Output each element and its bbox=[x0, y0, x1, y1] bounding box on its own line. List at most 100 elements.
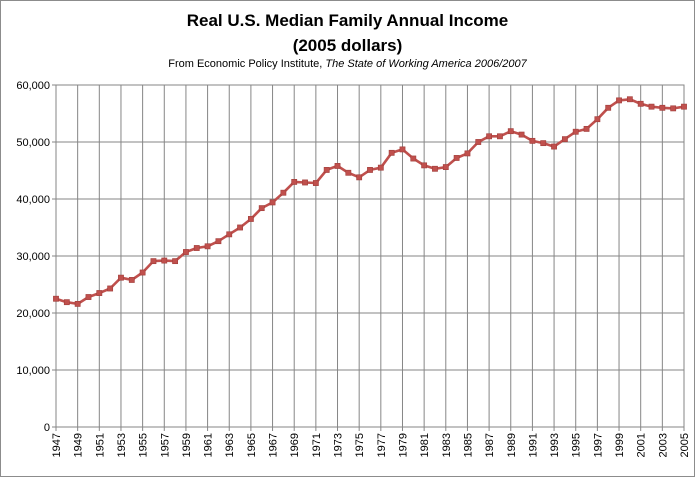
x-tick-label: 1985 bbox=[462, 433, 474, 457]
data-point bbox=[421, 162, 428, 169]
data-point bbox=[63, 299, 70, 306]
x-tick-label: 1991 bbox=[527, 433, 539, 457]
x-tick-label: 2001 bbox=[636, 433, 648, 457]
x-tick-label: 1975 bbox=[354, 433, 366, 457]
data-point bbox=[237, 224, 243, 231]
x-tick-label: 1961 bbox=[203, 433, 215, 457]
x-tick-label: 1957 bbox=[159, 433, 171, 457]
data-point bbox=[551, 143, 557, 150]
data-point bbox=[464, 150, 471, 157]
data-point bbox=[269, 199, 276, 206]
x-tick-label: 1989 bbox=[506, 433, 518, 457]
data-point bbox=[356, 174, 363, 181]
data-point bbox=[637, 100, 644, 107]
data-point bbox=[172, 258, 179, 265]
data-point bbox=[247, 216, 254, 222]
x-tick-label: 1959 bbox=[181, 433, 193, 457]
x-tick-label: 1973 bbox=[333, 433, 345, 457]
subtitle-publication: The State of Working America 2006/2007 bbox=[325, 58, 527, 70]
y-tick-label: 20,000 bbox=[16, 308, 50, 320]
x-tick-label: 1967 bbox=[268, 433, 280, 457]
data-point bbox=[128, 277, 135, 283]
data-point bbox=[291, 179, 298, 185]
chart-subtitle: From Economic Policy Institute, The Stat… bbox=[0, 58, 695, 70]
x-tick-label: 1997 bbox=[592, 433, 604, 457]
x-tick-label: 1955 bbox=[138, 433, 150, 457]
data-point bbox=[561, 136, 568, 143]
y-tick-label: 40,000 bbox=[16, 194, 50, 206]
data-point bbox=[616, 97, 622, 104]
data-point bbox=[345, 169, 352, 176]
x-tick-label: 1979 bbox=[397, 433, 409, 457]
chart-title: Real U.S. Median Family Annual Income bbox=[186, 11, 509, 30]
data-point bbox=[399, 146, 406, 153]
x-tick-label: 1999 bbox=[614, 433, 626, 457]
data-point bbox=[367, 167, 373, 173]
x-tick-label: 1981 bbox=[419, 433, 431, 457]
x-tick-label: 1987 bbox=[484, 433, 496, 457]
x-tick-label: 1983 bbox=[441, 433, 453, 457]
data-point bbox=[107, 285, 114, 292]
data-point bbox=[648, 103, 655, 110]
data-point bbox=[377, 164, 384, 171]
data-point bbox=[85, 294, 92, 300]
y-tick-label: 60,000 bbox=[16, 80, 50, 92]
data-point bbox=[540, 140, 547, 147]
y-tick-label: 50,000 bbox=[16, 137, 50, 149]
data-point bbox=[583, 125, 590, 132]
data-point bbox=[74, 300, 81, 307]
data-point bbox=[659, 104, 666, 111]
x-tick-label: 1951 bbox=[94, 433, 106, 457]
data-point bbox=[150, 258, 157, 265]
x-tick-label: 2003 bbox=[657, 433, 669, 457]
data-point bbox=[193, 245, 200, 251]
data-point bbox=[681, 103, 687, 110]
data-point bbox=[507, 128, 514, 135]
x-tick-label: 1977 bbox=[376, 433, 388, 457]
data-point bbox=[226, 231, 233, 238]
chart-title-units: (2005 dollars) bbox=[292, 36, 403, 55]
x-tick-label: 1995 bbox=[571, 433, 583, 457]
x-tick-label: 1949 bbox=[73, 433, 85, 457]
data-point bbox=[626, 96, 633, 103]
data-point bbox=[572, 128, 579, 135]
x-tick-label: 1963 bbox=[224, 433, 236, 457]
x-tick-label: 1953 bbox=[116, 433, 128, 457]
data-point bbox=[432, 165, 438, 172]
data-point bbox=[139, 269, 146, 276]
data-point bbox=[302, 179, 308, 186]
data-point bbox=[53, 295, 59, 302]
x-tick-label: 1969 bbox=[289, 433, 301, 457]
data-point bbox=[529, 137, 536, 144]
data-point bbox=[280, 189, 287, 196]
data-point bbox=[453, 155, 460, 161]
subtitle-source: From Economic Policy Institute, bbox=[168, 58, 326, 70]
data-point bbox=[442, 164, 449, 170]
data-point bbox=[518, 131, 525, 138]
data-point bbox=[594, 116, 601, 123]
x-tick-label: 1947 bbox=[51, 433, 63, 457]
x-tick-label: 1971 bbox=[311, 433, 323, 457]
x-tick-label: 2005 bbox=[679, 433, 691, 457]
data-point bbox=[323, 167, 330, 173]
data-point bbox=[670, 105, 677, 112]
data-point bbox=[486, 133, 493, 140]
data-point bbox=[161, 257, 168, 264]
y-tick-label: 0 bbox=[44, 422, 50, 434]
y-tick-label: 10,000 bbox=[16, 365, 50, 377]
data-point bbox=[605, 104, 612, 111]
data-point bbox=[312, 180, 319, 186]
x-tick-label: 1993 bbox=[549, 433, 561, 457]
data-point bbox=[497, 133, 503, 140]
data-point bbox=[388, 149, 395, 156]
x-tick-label: 1965 bbox=[246, 433, 258, 457]
data-point bbox=[410, 155, 417, 162]
y-tick-label: 30,000 bbox=[16, 251, 50, 263]
data-point bbox=[258, 205, 265, 212]
data-point bbox=[475, 139, 482, 145]
data-point bbox=[183, 249, 189, 255]
data-point bbox=[118, 274, 124, 281]
data-point bbox=[215, 238, 222, 245]
data-point bbox=[204, 243, 211, 250]
